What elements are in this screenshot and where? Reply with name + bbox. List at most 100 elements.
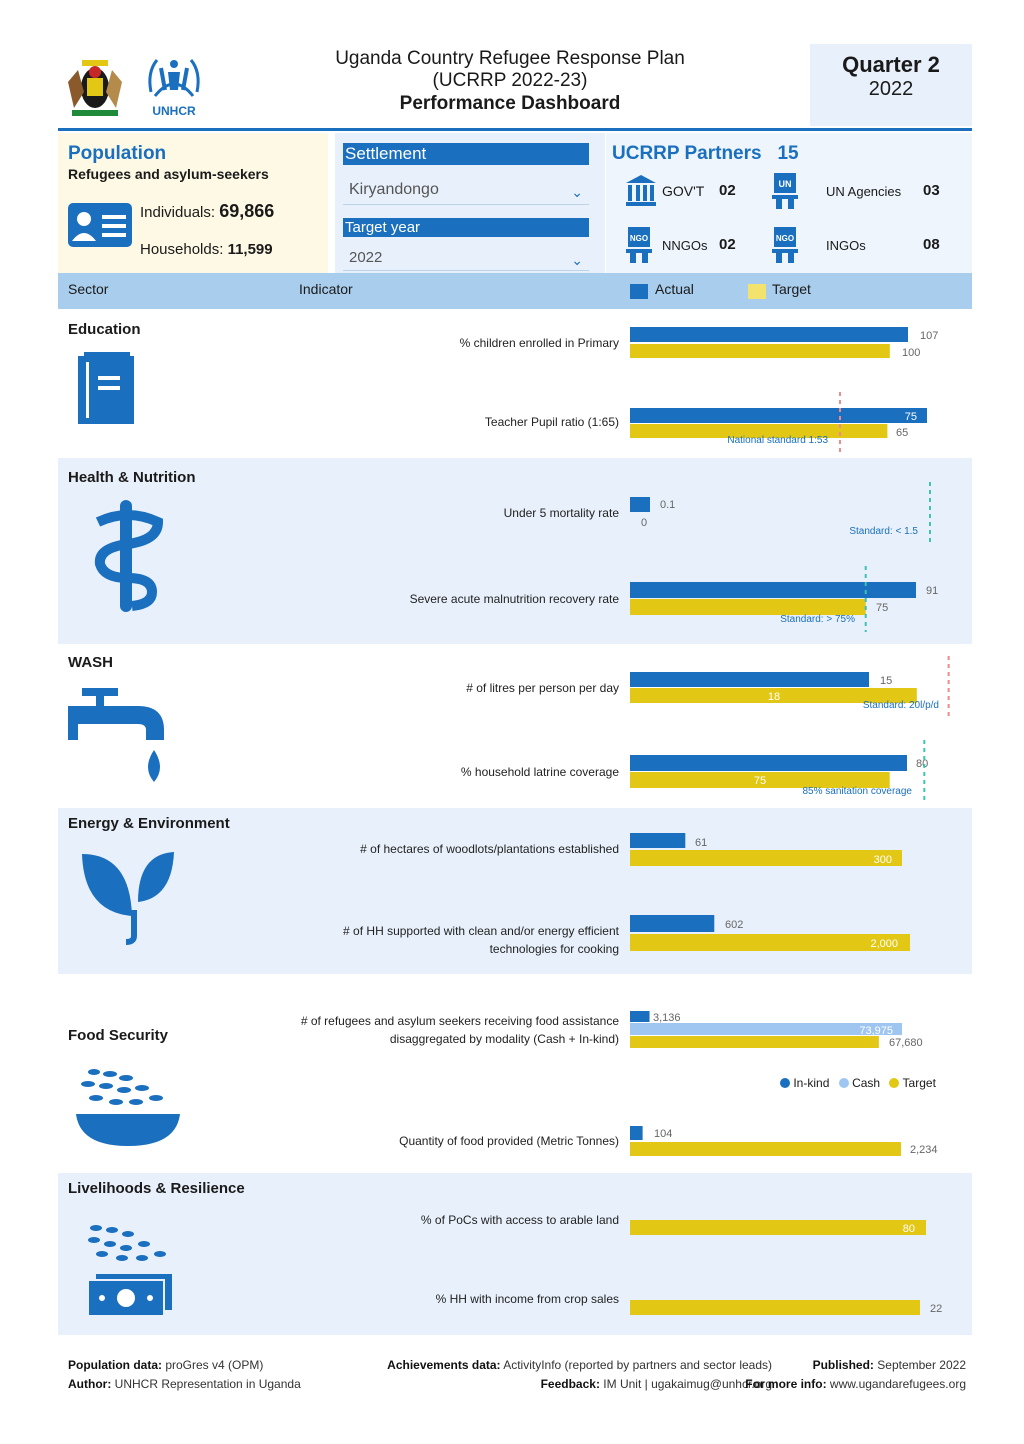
un-agencies-label: UN Agencies: [826, 184, 902, 199]
footer-middle: Achievements data: ActivityInfo (reporte…: [348, 1356, 772, 1394]
actual-legend-swatch: [630, 284, 648, 299]
value-hn-2-actual: 91: [926, 585, 938, 597]
sector-food-title: Food Security: [68, 1027, 169, 1044]
title-line-3: Performance Dashboard: [399, 93, 621, 114]
bar-fs-1-target: [630, 1036, 879, 1048]
households-label: Households:: [140, 241, 228, 258]
achievements-value: ActivityInfo (reported by partners and s…: [500, 1358, 772, 1372]
title-line-1: Uganda Country Refugee Response Plan: [335, 48, 685, 69]
govt-label: GOV'T: [662, 183, 705, 199]
value-fs-1-inkind: 3,136: [653, 1012, 681, 1024]
pop-source-label: Population data:: [68, 1358, 162, 1372]
value-lr-2-target: 22: [930, 1303, 942, 1315]
indicator-lr-1: % of PoCs with access to arable land: [420, 1213, 619, 1227]
settlement-dropdown[interactable]: Kiryandongo ⌄: [343, 177, 589, 205]
bar-edu-2-actual: [630, 408, 927, 423]
value-fs-2-actual: 104: [654, 1128, 672, 1140]
plant-sprout-icon: [80, 850, 176, 951]
grain-bowl-icon: [76, 1066, 180, 1153]
water-tap-icon: [68, 688, 168, 791]
bar-fs-1-inkind: [630, 1011, 650, 1022]
indicator-edu-2: Teacher Pupil ratio (1:65): [484, 415, 619, 429]
target-year-filter-header: Target year: [343, 218, 589, 237]
bar-lr-2-target: [630, 1300, 920, 1315]
bar-edu-1-actual: [630, 327, 908, 342]
footer-left: Population data: proGres v4 (OPM) Author…: [68, 1356, 301, 1394]
bar-ee-1-actual: [630, 833, 686, 848]
individuals-stat: Individuals: 69,866: [140, 201, 274, 222]
feedback-value[interactable]: IM Unit | ugakaimug@unhcr.org: [599, 1377, 772, 1391]
money-grain-icon: [86, 1222, 174, 1323]
bar-lr-1-target: [630, 1220, 926, 1235]
svg-text:UN: UN: [779, 179, 792, 189]
indicator-fs-1: # of refugees and asylum seekers receivi…: [301, 1012, 619, 1048]
settlement-selected-value: Kiryandongo: [349, 181, 439, 198]
legend-target-label: Target: [902, 1076, 936, 1090]
page-title: Uganda Country Refugee Response Plan (UC…: [300, 48, 720, 116]
author-value: UNHCR Representation in Uganda: [111, 1377, 301, 1391]
header-divider: [58, 128, 972, 131]
more-info-link[interactable]: www.ugandarefugees.org: [826, 1377, 966, 1391]
indicator-fs-2: Quantity of food provided (Metric Tonnes…: [399, 1134, 619, 1148]
target-year-dropdown[interactable]: 2022 ⌄: [343, 245, 589, 271]
bar-edu-2-target: [630, 424, 888, 438]
target-year-filter-label: Target year: [345, 219, 421, 236]
value-hn-1-actual: 0.1: [660, 499, 675, 511]
nngo-count: 02: [719, 236, 736, 253]
filters-panel: Settlement Kiryandongo ⌄ Target year 202…: [335, 133, 605, 273]
indicator-hn-1: Under 5 mortality rate: [503, 506, 619, 520]
bar-fs-2-target: [630, 1142, 901, 1156]
value-fs-1-target: 67,680: [889, 1037, 923, 1049]
settlement-filter-label: Settlement: [345, 144, 427, 163]
indicator-edu-1: % children enrolled in Primary: [459, 336, 619, 350]
legend-cash-dot: [838, 1078, 849, 1088]
indicator-column-header: Indicator: [299, 281, 353, 297]
indicator-hn-2: Severe acute malnutrition recovery rate: [409, 592, 619, 606]
value-lr-1-target: 80: [903, 1223, 915, 1235]
value-edu-1-target: 100: [902, 347, 920, 359]
un-agency-icon: UN: [772, 173, 798, 214]
ingo-label: INGOs: [826, 238, 866, 253]
reference-label-hn-1: Standard: < 1.5: [849, 526, 918, 537]
feedback-label: Feedback:: [540, 1377, 600, 1391]
achievements-label: Achievements data:: [387, 1358, 501, 1372]
title-line-2: (UCRRP 2022-23): [432, 70, 588, 91]
indicator-fs-1-line-1: # of refugees and asylum seekers receivi…: [300, 1014, 619, 1028]
value-ee-1-actual: 61: [695, 837, 707, 849]
govt-count: 02: [719, 182, 736, 199]
bar-edu-1-target: [630, 344, 890, 358]
households-value: 11,599: [227, 241, 273, 258]
sector-column-header: Sector: [68, 281, 109, 297]
households-stat: Households: 11,599: [140, 241, 273, 258]
bar-wash-1-actual: [630, 672, 869, 687]
partners-total: 15: [777, 143, 799, 164]
bar-fs-2-actual: [630, 1126, 643, 1140]
target-legend-label: Target: [772, 281, 811, 297]
value-wash-2-actual: 80: [916, 758, 928, 770]
pop-source-value: proGres v4 (OPM): [162, 1358, 264, 1372]
sector-education-title: Education: [68, 321, 141, 338]
more-info-label: For more info:: [745, 1377, 827, 1391]
value-fs-2-target: 2,234: [910, 1144, 938, 1156]
individuals-label: Individuals:: [140, 204, 220, 221]
chevron-down-icon: ⌄: [571, 184, 583, 200]
chevron-down-icon: ⌄: [571, 252, 583, 268]
sector-livelihoods-title: Livelihoods & Resilience: [68, 1180, 245, 1197]
bar-hn-2-actual: [630, 582, 916, 598]
reference-label-wash-2: 85% sanitation coverage: [802, 786, 912, 797]
value-wash-2-target: 75: [754, 775, 766, 787]
value-edu-1-actual: 107: [920, 330, 938, 342]
indicator-fs-1-line-2: disaggregated by modality (Cash + In-kin…: [389, 1032, 619, 1046]
population-panel: Population Refugees and asylum-seekers I…: [58, 133, 328, 273]
value-fs-1-cash: 73,975: [859, 1025, 893, 1037]
indicator-ee-2: # of HH supported with clean and/or ener…: [343, 922, 619, 958]
value-edu-2-actual: 75: [905, 411, 917, 423]
target-legend-swatch: [748, 284, 766, 299]
author-label: Author:: [68, 1377, 112, 1391]
published-value: September 2022: [873, 1358, 966, 1372]
nngo-label: NNGOs: [662, 238, 708, 253]
ingo-icon: NGO: [772, 227, 798, 268]
bar-hn-2-target: [630, 599, 866, 615]
value-wash-1-target: 18: [768, 691, 780, 703]
